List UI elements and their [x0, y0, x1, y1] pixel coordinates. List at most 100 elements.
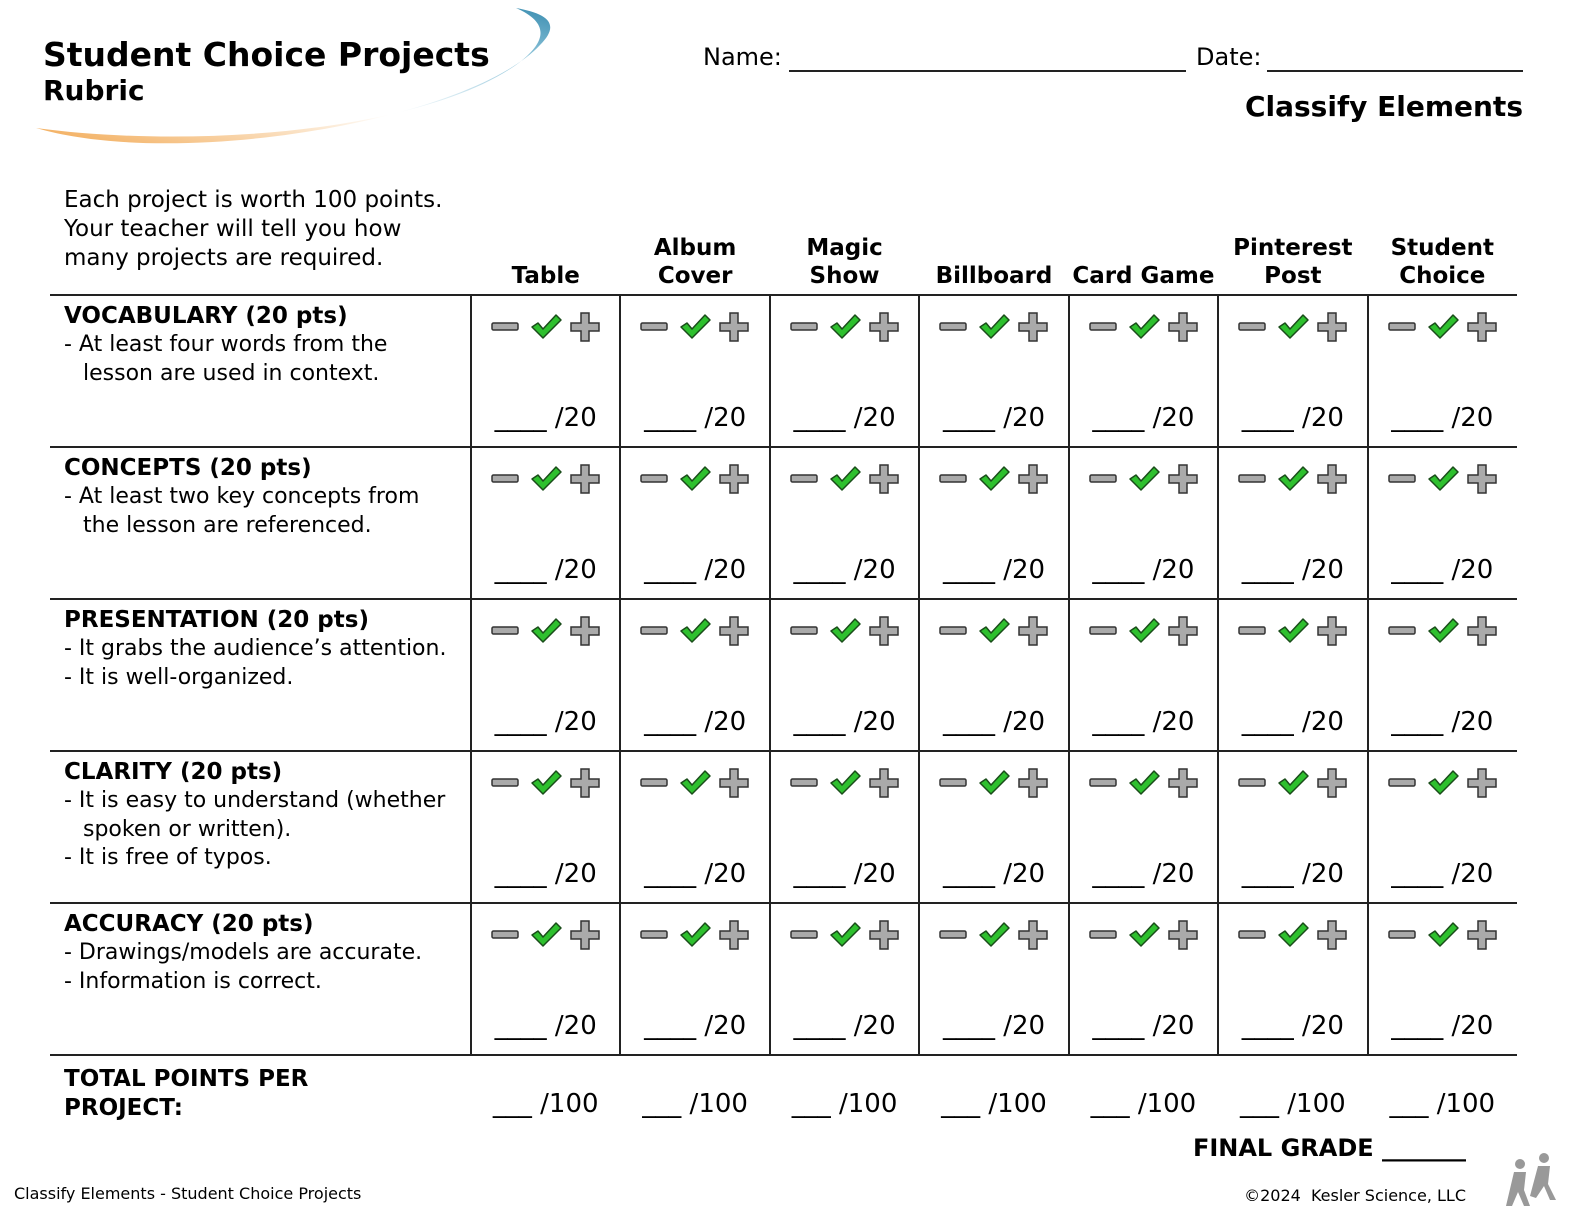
score-blank: ____ /20 [1241, 859, 1344, 889]
rating-icons [1387, 768, 1497, 798]
score-blank: ____ /20 [1391, 1011, 1494, 1041]
final-grade: FINAL GRADE _______ [1192, 1134, 1466, 1162]
subtitle: Rubric [43, 74, 145, 107]
rating-icons [491, 312, 600, 342]
criterion-title: ACCURACY (20 pts) [64, 911, 314, 937]
score-blank: ____ /20 [644, 707, 747, 737]
rating-icons [1387, 616, 1497, 646]
rating-icons [1387, 920, 1497, 950]
table-rule [50, 1054, 1517, 1056]
score-blank: ____ /20 [793, 1011, 896, 1041]
rating-icons [1088, 768, 1198, 798]
footer-left: Classify Elements - Student Choice Proje… [14, 1184, 362, 1203]
score-blank: ____ /20 [793, 403, 896, 433]
date-label: Date: [1196, 43, 1262, 71]
rating-icons [790, 464, 899, 494]
column-header: Pinterest Post [1233, 235, 1353, 289]
rating-icons [1238, 464, 1347, 494]
criterion-item: - At least four words from the lesson ar… [64, 332, 388, 386]
criterion: CONCEPTS (20 pts) - At least two key conc… [64, 454, 459, 540]
total-blank: ___ /100 [492, 1089, 599, 1119]
date-line [1267, 70, 1523, 72]
rating-icons [1387, 312, 1497, 342]
score-blank: ____ /20 [942, 555, 1046, 585]
name-label: Name: [703, 43, 782, 71]
score-blank: ____ /20 [1092, 555, 1195, 585]
rating-icons [939, 920, 1049, 950]
table-rule [50, 598, 1517, 600]
total-blank: ___ /100 [1090, 1089, 1197, 1119]
total-blank: ___ /100 [1389, 1089, 1496, 1119]
total-label: TOTAL POINTS PER PROJECT: [64, 1066, 309, 1121]
rating-icons [640, 920, 750, 950]
score-blank: ____ /20 [1092, 403, 1195, 433]
column-header: Magic Show [806, 235, 883, 289]
score-blank: ____ /20 [793, 555, 896, 585]
criterion-item: - It is well-organized. [64, 664, 294, 690]
column-rule [1217, 295, 1220, 1055]
column-header: Billboard [935, 263, 1053, 289]
rating-icons [1238, 312, 1347, 342]
score-blank: ____ /20 [494, 403, 597, 433]
column-rule [1366, 295, 1369, 1055]
score-blank: ____ /20 [1092, 707, 1195, 737]
score-blank: ____ /20 [644, 859, 747, 889]
rating-icons [491, 768, 600, 798]
criterion-title: PRESENTATION (20 pts) [64, 607, 369, 633]
column-rule [470, 295, 472, 1055]
score-blank: ____ /20 [644, 403, 747, 433]
rating-icons [939, 464, 1049, 494]
score-blank: ____ /20 [1391, 707, 1494, 737]
column-rule [768, 295, 771, 1055]
score-blank: ____ /20 [942, 403, 1046, 433]
intro: Each project is worth 100 points. Your t… [64, 187, 443, 271]
column-rule [619, 295, 622, 1055]
score-blank: ____ /20 [793, 707, 896, 737]
logo [1506, 1153, 1556, 1206]
column-header: Student Choice [1390, 235, 1494, 289]
rating-icons [939, 616, 1049, 646]
score-blank: ____ /20 [942, 1011, 1046, 1041]
rating-icons [491, 616, 600, 646]
total-blank: ___ /100 [642, 1089, 748, 1119]
rating-icons [640, 616, 750, 646]
score-blank: ____ /20 [494, 1011, 597, 1041]
rating-icons [939, 312, 1049, 342]
score-blank: ____ /20 [494, 707, 597, 737]
rating-icons [1088, 312, 1198, 342]
rating-icons [790, 312, 899, 342]
score-blank: ____ /20 [494, 859, 597, 889]
rating-icons [790, 920, 899, 950]
score-blank: ____ /20 [644, 1011, 747, 1041]
score-blank: ____ /20 [942, 707, 1046, 737]
rating-icons [640, 312, 750, 342]
rating-icons [1238, 768, 1347, 798]
column-rule [918, 295, 921, 1055]
total-blank: ___ /100 [1240, 1089, 1346, 1119]
table-rule [50, 750, 1517, 752]
score-blank: ____ /20 [1241, 1011, 1344, 1041]
column-header: Table [511, 263, 580, 289]
criterion-item: - Drawings/models are accurate. [64, 940, 423, 965]
criterion: PRESENTATION (20 pts) - It grabs the audi… [64, 606, 459, 692]
criterion-item: - Information is correct. [64, 968, 322, 994]
criterion-title: VOCABULARY (20 pts) [64, 303, 348, 329]
column-header: Album Cover [653, 235, 737, 289]
column-rule [1067, 295, 1070, 1055]
title: Student Choice Projects [43, 35, 490, 74]
score-blank: ____ /20 [1092, 1011, 1195, 1041]
score-blank: ____ /20 [1092, 859, 1195, 889]
criterion: VOCABULARY (20 pts) - At least four words… [64, 302, 459, 388]
rating-icons [790, 616, 899, 646]
table-rule [50, 446, 1517, 448]
table-rule [50, 294, 1517, 296]
criterion-item: - At least two key concepts from the les… [64, 484, 420, 538]
rating-icons [1088, 616, 1198, 646]
rating-icons [1088, 920, 1198, 950]
score-blank: ____ /20 [793, 859, 896, 889]
rating-icons [1238, 616, 1347, 646]
rating-icons [1387, 464, 1497, 494]
score-blank: ____ /20 [1391, 555, 1494, 585]
rating-icons [491, 920, 600, 950]
